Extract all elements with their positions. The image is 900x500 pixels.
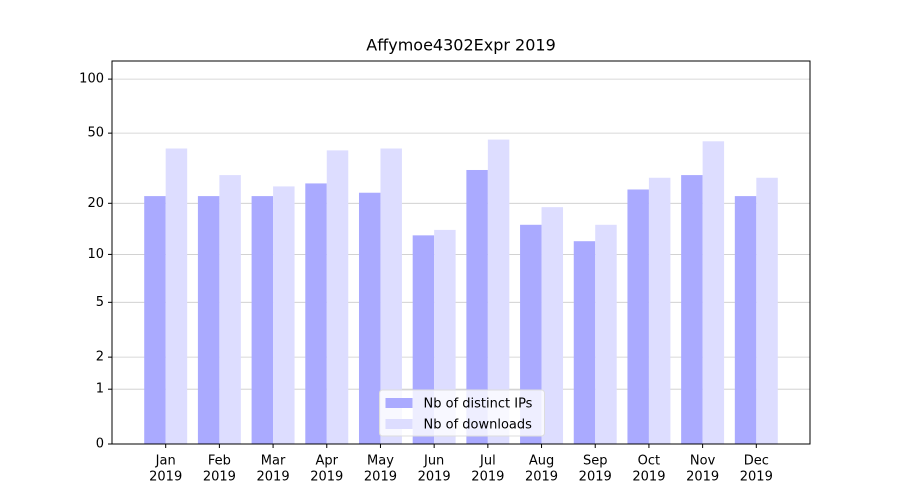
x-tick-label: 2019 [579,470,612,485]
legend-label: Nb of distinct IPs [424,397,533,412]
bar [380,148,402,444]
bar [734,196,757,444]
bar [466,169,488,444]
bar [305,183,327,444]
x-tick-label: Jan [155,454,176,469]
x-tick-label: Jul [479,454,496,469]
x-tick-label: 2019 [418,470,451,485]
bar [219,175,241,444]
x-tick-label: Aug [529,454,554,469]
bar [273,186,295,444]
bar [144,196,166,444]
bar [358,192,381,444]
bar [573,241,596,444]
x-tick-label: Nov [690,454,716,469]
x-tick-label: 2019 [257,470,290,485]
y-tick-label: 100 [79,72,104,87]
x-tick-label: 2019 [203,470,236,485]
y-tick-label: 10 [87,247,104,262]
bar [756,177,778,444]
axes: 0125102050100Jan2019Feb2019Mar2019Apr201… [79,72,773,485]
x-tick-label: Apr [316,454,339,469]
bar [702,141,725,444]
x-tick-label: 2019 [149,470,182,485]
x-tick-label: Jun [423,454,444,469]
x-tick-label: Dec [744,454,769,469]
x-tick-label: 2019 [525,470,558,485]
legend-label: Nb of downloads [424,418,533,433]
y-tick-label: 1 [96,382,104,397]
bar [326,150,349,445]
y-tick-label: 0 [96,437,104,452]
bar [681,175,703,444]
x-tick-label: Oct [638,454,660,469]
x-tick-label: 2019 [632,470,665,485]
bar [648,177,671,444]
bar [520,224,542,444]
bar [487,139,510,444]
x-tick-label: 2019 [364,470,397,485]
y-tick-label: 20 [87,196,104,211]
x-tick-label: 2019 [310,470,343,485]
y-tick-label: 2 [96,350,104,365]
x-tick-label: 2019 [471,470,504,485]
x-tick-label: 2019 [740,470,773,485]
bar [197,196,220,444]
axes-frame [111,60,811,445]
bar [165,148,188,444]
bar [595,224,617,444]
bar [627,189,649,444]
x-tick-label: Mar [261,454,286,469]
legend-box [379,389,545,437]
legend-swatch [385,398,413,408]
legend-swatch [385,419,413,429]
y-tick-label: 50 [87,126,104,141]
chart-title: Affymoe4302Expr 2019 [366,36,556,55]
x-tick-label: May [367,454,394,469]
y-tick-label: 5 [96,295,104,310]
x-tick-label: Sep [583,454,608,469]
bar [251,196,274,444]
legend: Nb of distinct IPs Nb of downloads [379,389,545,437]
x-tick-label: 2019 [686,470,719,485]
bar [541,207,564,444]
x-tick-label: Feb [208,454,231,469]
